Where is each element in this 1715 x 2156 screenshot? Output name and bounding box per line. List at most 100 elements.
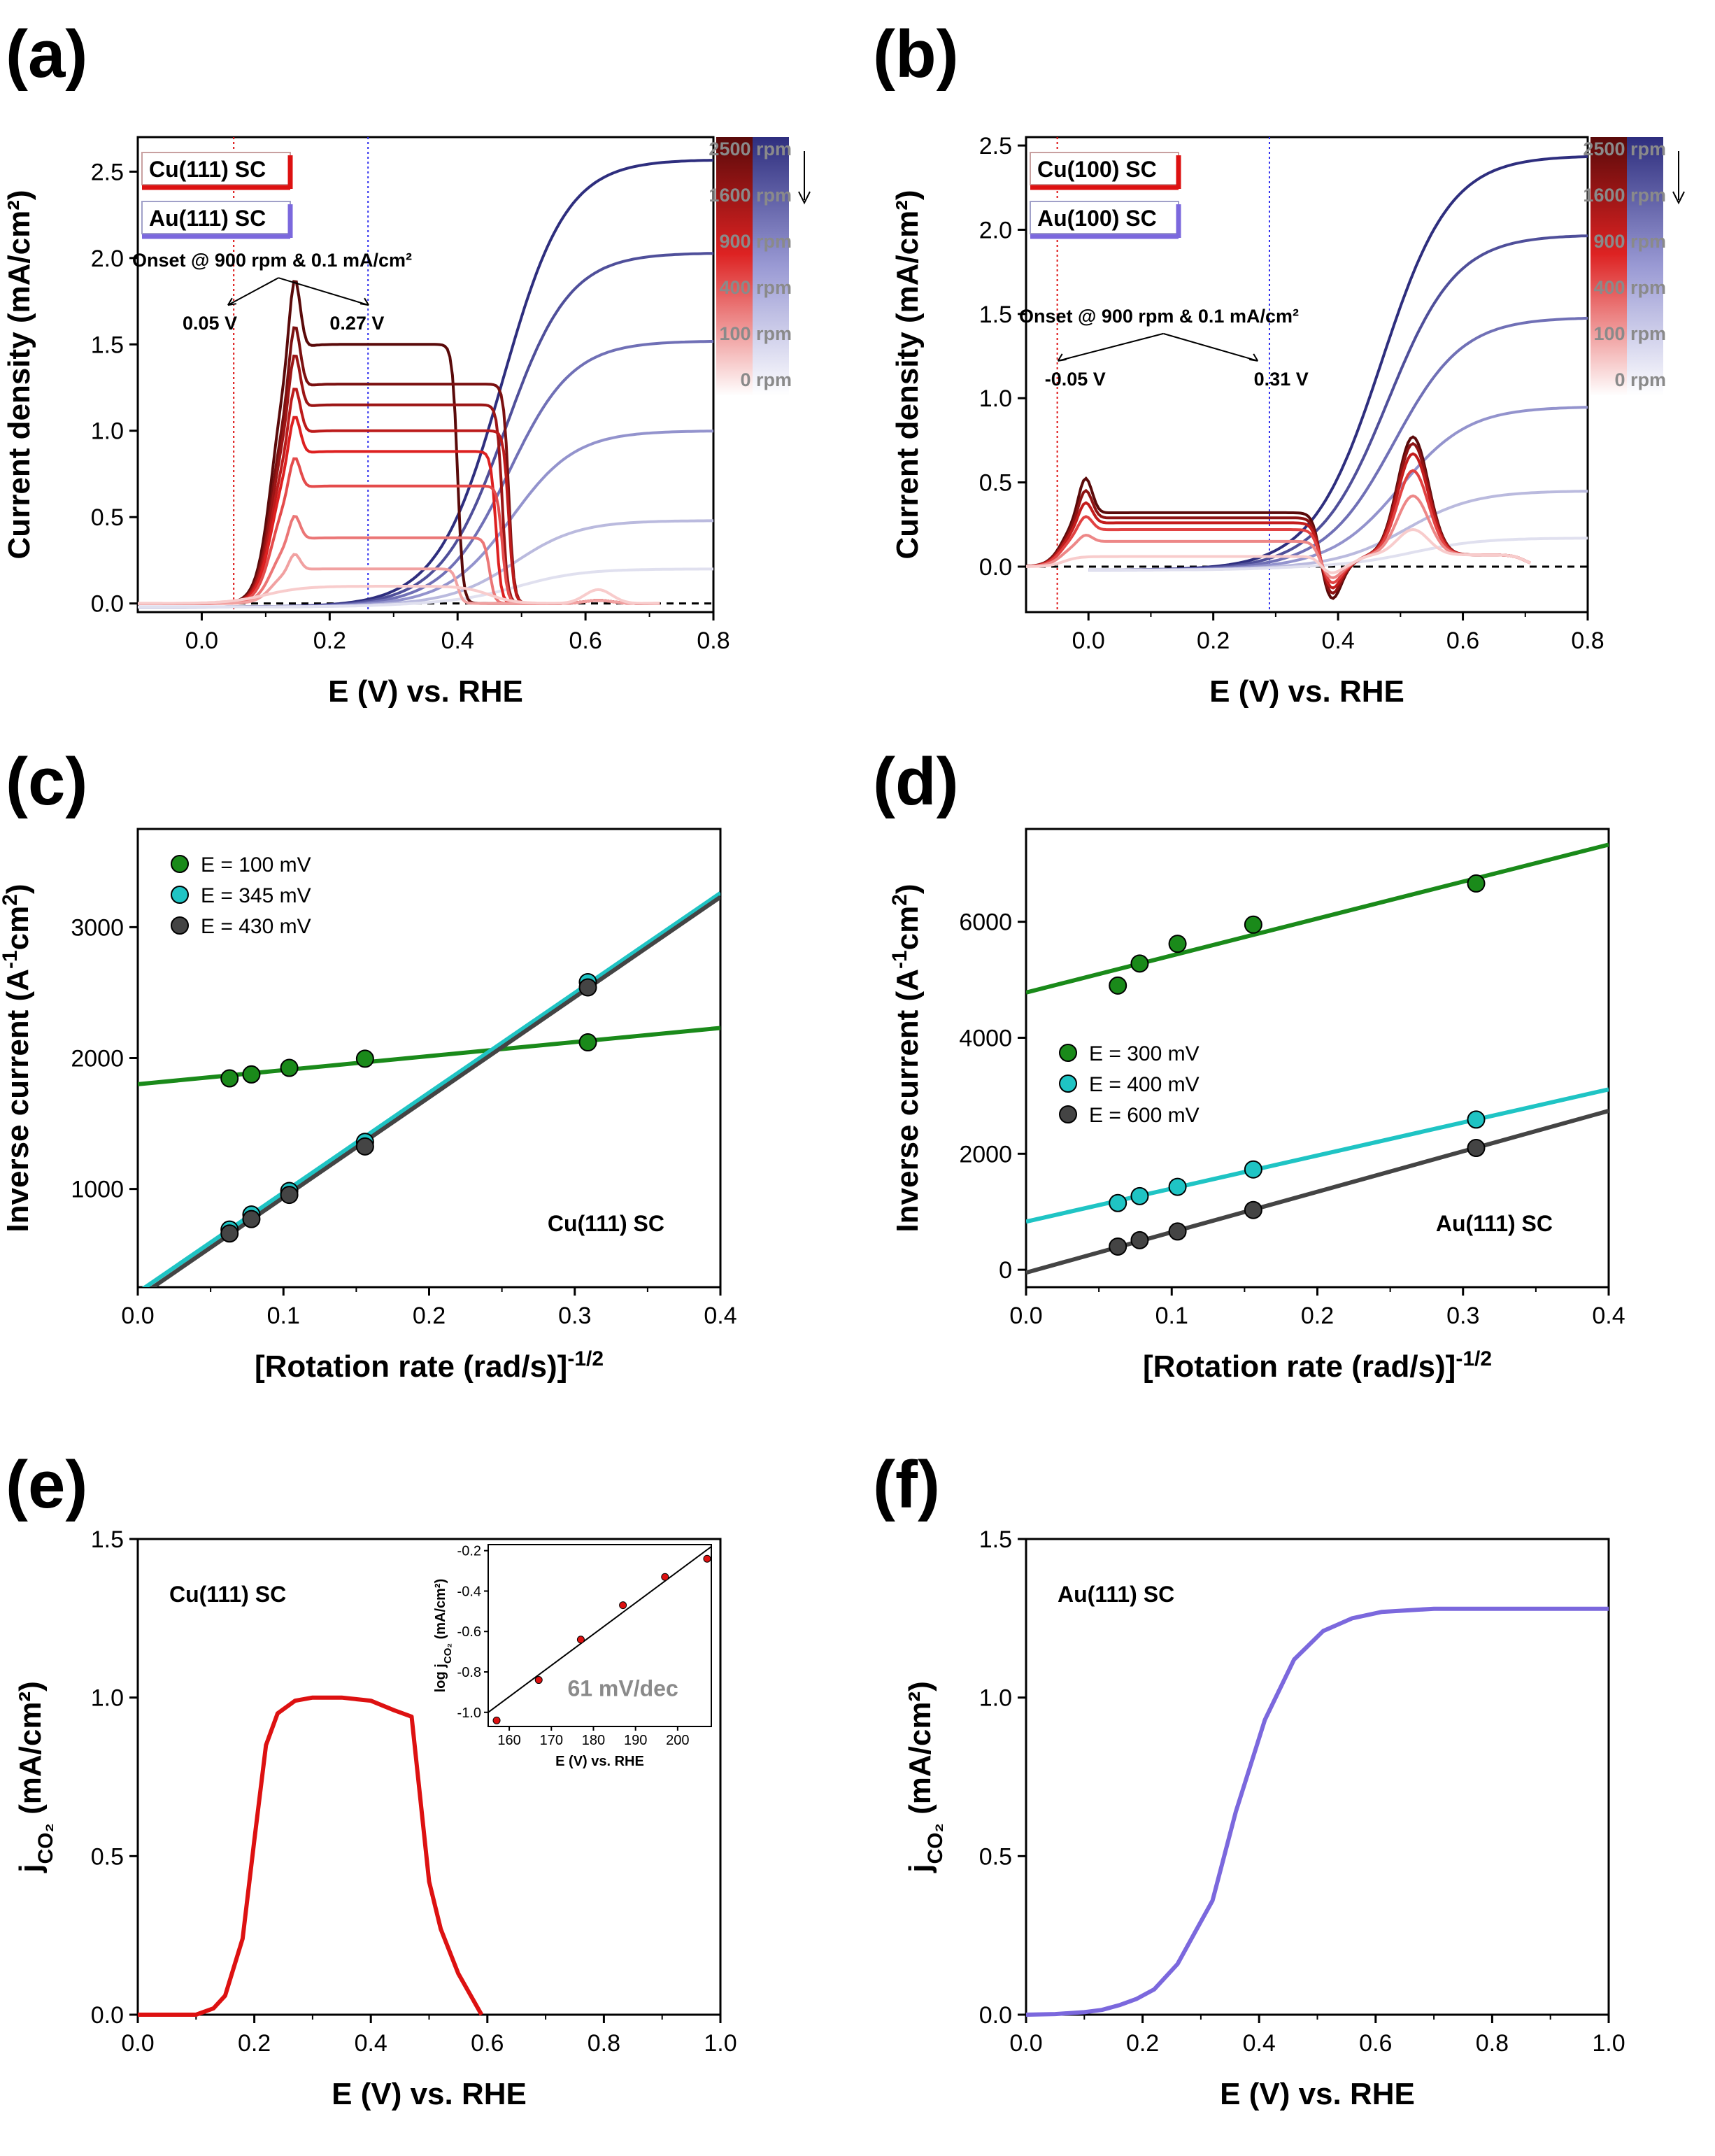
y-axis-label: Current density (mA/cm²) — [890, 190, 925, 559]
legend-label: Au(100) SC — [1037, 206, 1157, 231]
colorbar-red — [1591, 137, 1627, 396]
onset-arrow-left — [1058, 332, 1164, 362]
cu-curve-625rpm — [138, 416, 660, 605]
onset-value-cu: -0.05 V — [1045, 369, 1106, 390]
inset-annotation: 61 mV/dec — [567, 1676, 678, 1701]
legend-label: E = 600 mV — [1089, 1104, 1200, 1127]
x-tick-label: 1.0 — [1592, 2030, 1625, 2057]
y-tick-label: 1.5 — [979, 302, 1012, 328]
data-point — [220, 1224, 239, 1243]
panel-f: (f) 0.0 0.2 0.4 0.6 0.8 1.0 0.0 0.5 1.0 1.5 E (V) v… — [873, 1447, 1625, 2111]
legend-label: E = 400 mV — [1089, 1073, 1200, 1096]
legend-box — [1030, 152, 1179, 185]
inset-x-tick-label: 200 — [666, 1733, 689, 1748]
data-point — [220, 1069, 239, 1088]
data-point — [1467, 874, 1486, 893]
x-tick-label: 0.8 — [697, 627, 730, 654]
inset-x-tick-label: 170 — [540, 1733, 563, 1748]
y-tick-label: 0.5 — [91, 504, 124, 531]
x-tick-label: 0.4 — [704, 1303, 736, 1329]
colorbar-label: 100 rpm — [719, 323, 792, 344]
y-tick-label: 6000 — [959, 909, 1012, 936]
panel-c: (c) 0.0 0.1 0.2 0.3 0.4 1000 2000 3000 [Rotation … — [0, 744, 737, 1384]
legend-label: E = 345 mV — [201, 884, 311, 907]
inset-y-tick-label: -0.6 — [457, 1624, 481, 1640]
colorbar-label: 400 rpm — [1593, 277, 1666, 298]
x-tick-label: 0.4 — [355, 2030, 387, 2057]
y-tick-label: 2.5 — [91, 159, 124, 185]
plot-frame — [1025, 136, 1589, 614]
cu-curve-100rpm — [138, 553, 660, 605]
data-point — [280, 1058, 299, 1077]
y-axis-label-text: Inverse current (A — [890, 969, 925, 1233]
colorbar-label: 0 rpm — [740, 369, 792, 390]
inset-point — [703, 1554, 711, 1563]
legend-label: Au(111) SC — [149, 206, 266, 231]
fit-line-0 — [1026, 842, 1609, 995]
inset-point — [576, 1636, 585, 1644]
jco2-curve — [138, 1695, 484, 2017]
legend-label: Cu(111) SC — [149, 157, 266, 182]
y-tick-label: 1.0 — [91, 418, 124, 445]
cu-curve-400rpm — [1026, 469, 1531, 585]
arrow-head — [360, 297, 369, 306]
colorbar-label: 1600 rpm — [1583, 185, 1666, 206]
inset-y-tick-label: -1.0 — [457, 1705, 481, 1721]
y-tick-label: 0.5 — [979, 470, 1012, 497]
x-tick-label: 0.2 — [413, 1303, 446, 1329]
x-tick-label: 0.0 — [1009, 2030, 1042, 2057]
x-axis-label: E (V) vs. RHE — [1220, 2077, 1415, 2111]
x-tick-label: 0.4 — [1592, 1303, 1625, 1329]
y-axis-label-sub: CO₂ — [924, 1823, 947, 1864]
data-point — [578, 978, 597, 997]
y-axis-label-mid: cm — [890, 906, 925, 951]
x-axis-label: E (V) vs. RHE — [328, 674, 523, 709]
y-tick-label: 0.0 — [979, 554, 1012, 581]
y-tick-label: 0.5 — [979, 1843, 1012, 1870]
legend-label: E = 430 mV — [201, 915, 311, 938]
cu-curve-0rpm — [138, 585, 660, 605]
y-axis-label-text: Current density (mA/cm²) — [2, 190, 36, 559]
y-tick-label: 1.5 — [979, 1526, 1012, 1553]
x-axis-label-text: E (V) vs. RHE — [1220, 2077, 1415, 2111]
x-tick-label: 0.2 — [238, 2030, 271, 2057]
panel-label: (d) — [873, 744, 959, 819]
legend-marker — [1059, 1044, 1077, 1062]
y-tick-label: 0.0 — [91, 2002, 124, 2029]
inset-y-tick-label: -0.8 — [457, 1665, 481, 1680]
inset: 160 170 180 190 200 -1.0 -0.8 -0.6 -0.4 -0.2 61 mV… — [433, 1544, 712, 1769]
x-axis-label-text: E (V) vs. RHE — [332, 2077, 527, 2111]
x-axis-label: E (V) vs. RHE — [1209, 674, 1404, 709]
cu-curve-900rpm — [138, 388, 660, 605]
onset-annotation: Onset @ 900 rpm & 0.1 mA/cm² — [1019, 306, 1299, 327]
x-axis-label-text: E (V) vs. RHE — [1209, 674, 1404, 709]
y-tick-label: 0.5 — [91, 1843, 124, 1870]
data-point — [242, 1065, 261, 1084]
y-axis-label: Inverse current (A-1cm2) — [0, 884, 35, 1232]
colorbar-label: 2500 rpm — [709, 139, 792, 159]
y-axis-label-sup: 2 — [888, 894, 911, 906]
y-axis-label-sup: 2 — [0, 894, 22, 906]
data-point — [280, 1186, 299, 1205]
colorbar-label: 900 rpm — [719, 231, 792, 252]
y-tick-label: 0 — [999, 1257, 1012, 1284]
x-tick-label: 0.0 — [1009, 1303, 1042, 1329]
y-axis-label: Current density (mA/cm²) — [2, 190, 36, 559]
data-point — [1168, 1222, 1187, 1241]
inset-fit-line — [488, 1546, 712, 1713]
inset-y-label-sub: CO₂ — [442, 1643, 454, 1664]
inset-point — [661, 1573, 669, 1581]
legend-marker — [1059, 1105, 1077, 1123]
y-axis-label-text: j — [903, 1864, 937, 1873]
x-tick-label: 0.3 — [1446, 1303, 1479, 1329]
x-tick-label: 0.0 — [1072, 627, 1105, 654]
y-tick-label: 2.0 — [979, 217, 1012, 243]
data-point — [355, 1137, 374, 1156]
y-axis-label-end: ) — [890, 884, 925, 894]
panel-b: (b) 0.0 0.2 0.4 0.6 0.8 0.0 0.5 1.0 1.5 2.0 2.5 E (V… — [873, 17, 1685, 709]
colorbar-blue — [753, 137, 789, 396]
y-tick-label: 1.0 — [91, 1685, 124, 1712]
x-tick-label: 0.4 — [1243, 2030, 1276, 2057]
panel-label: (e) — [6, 1447, 87, 1522]
jco2-curve — [1025, 1606, 1609, 2017]
